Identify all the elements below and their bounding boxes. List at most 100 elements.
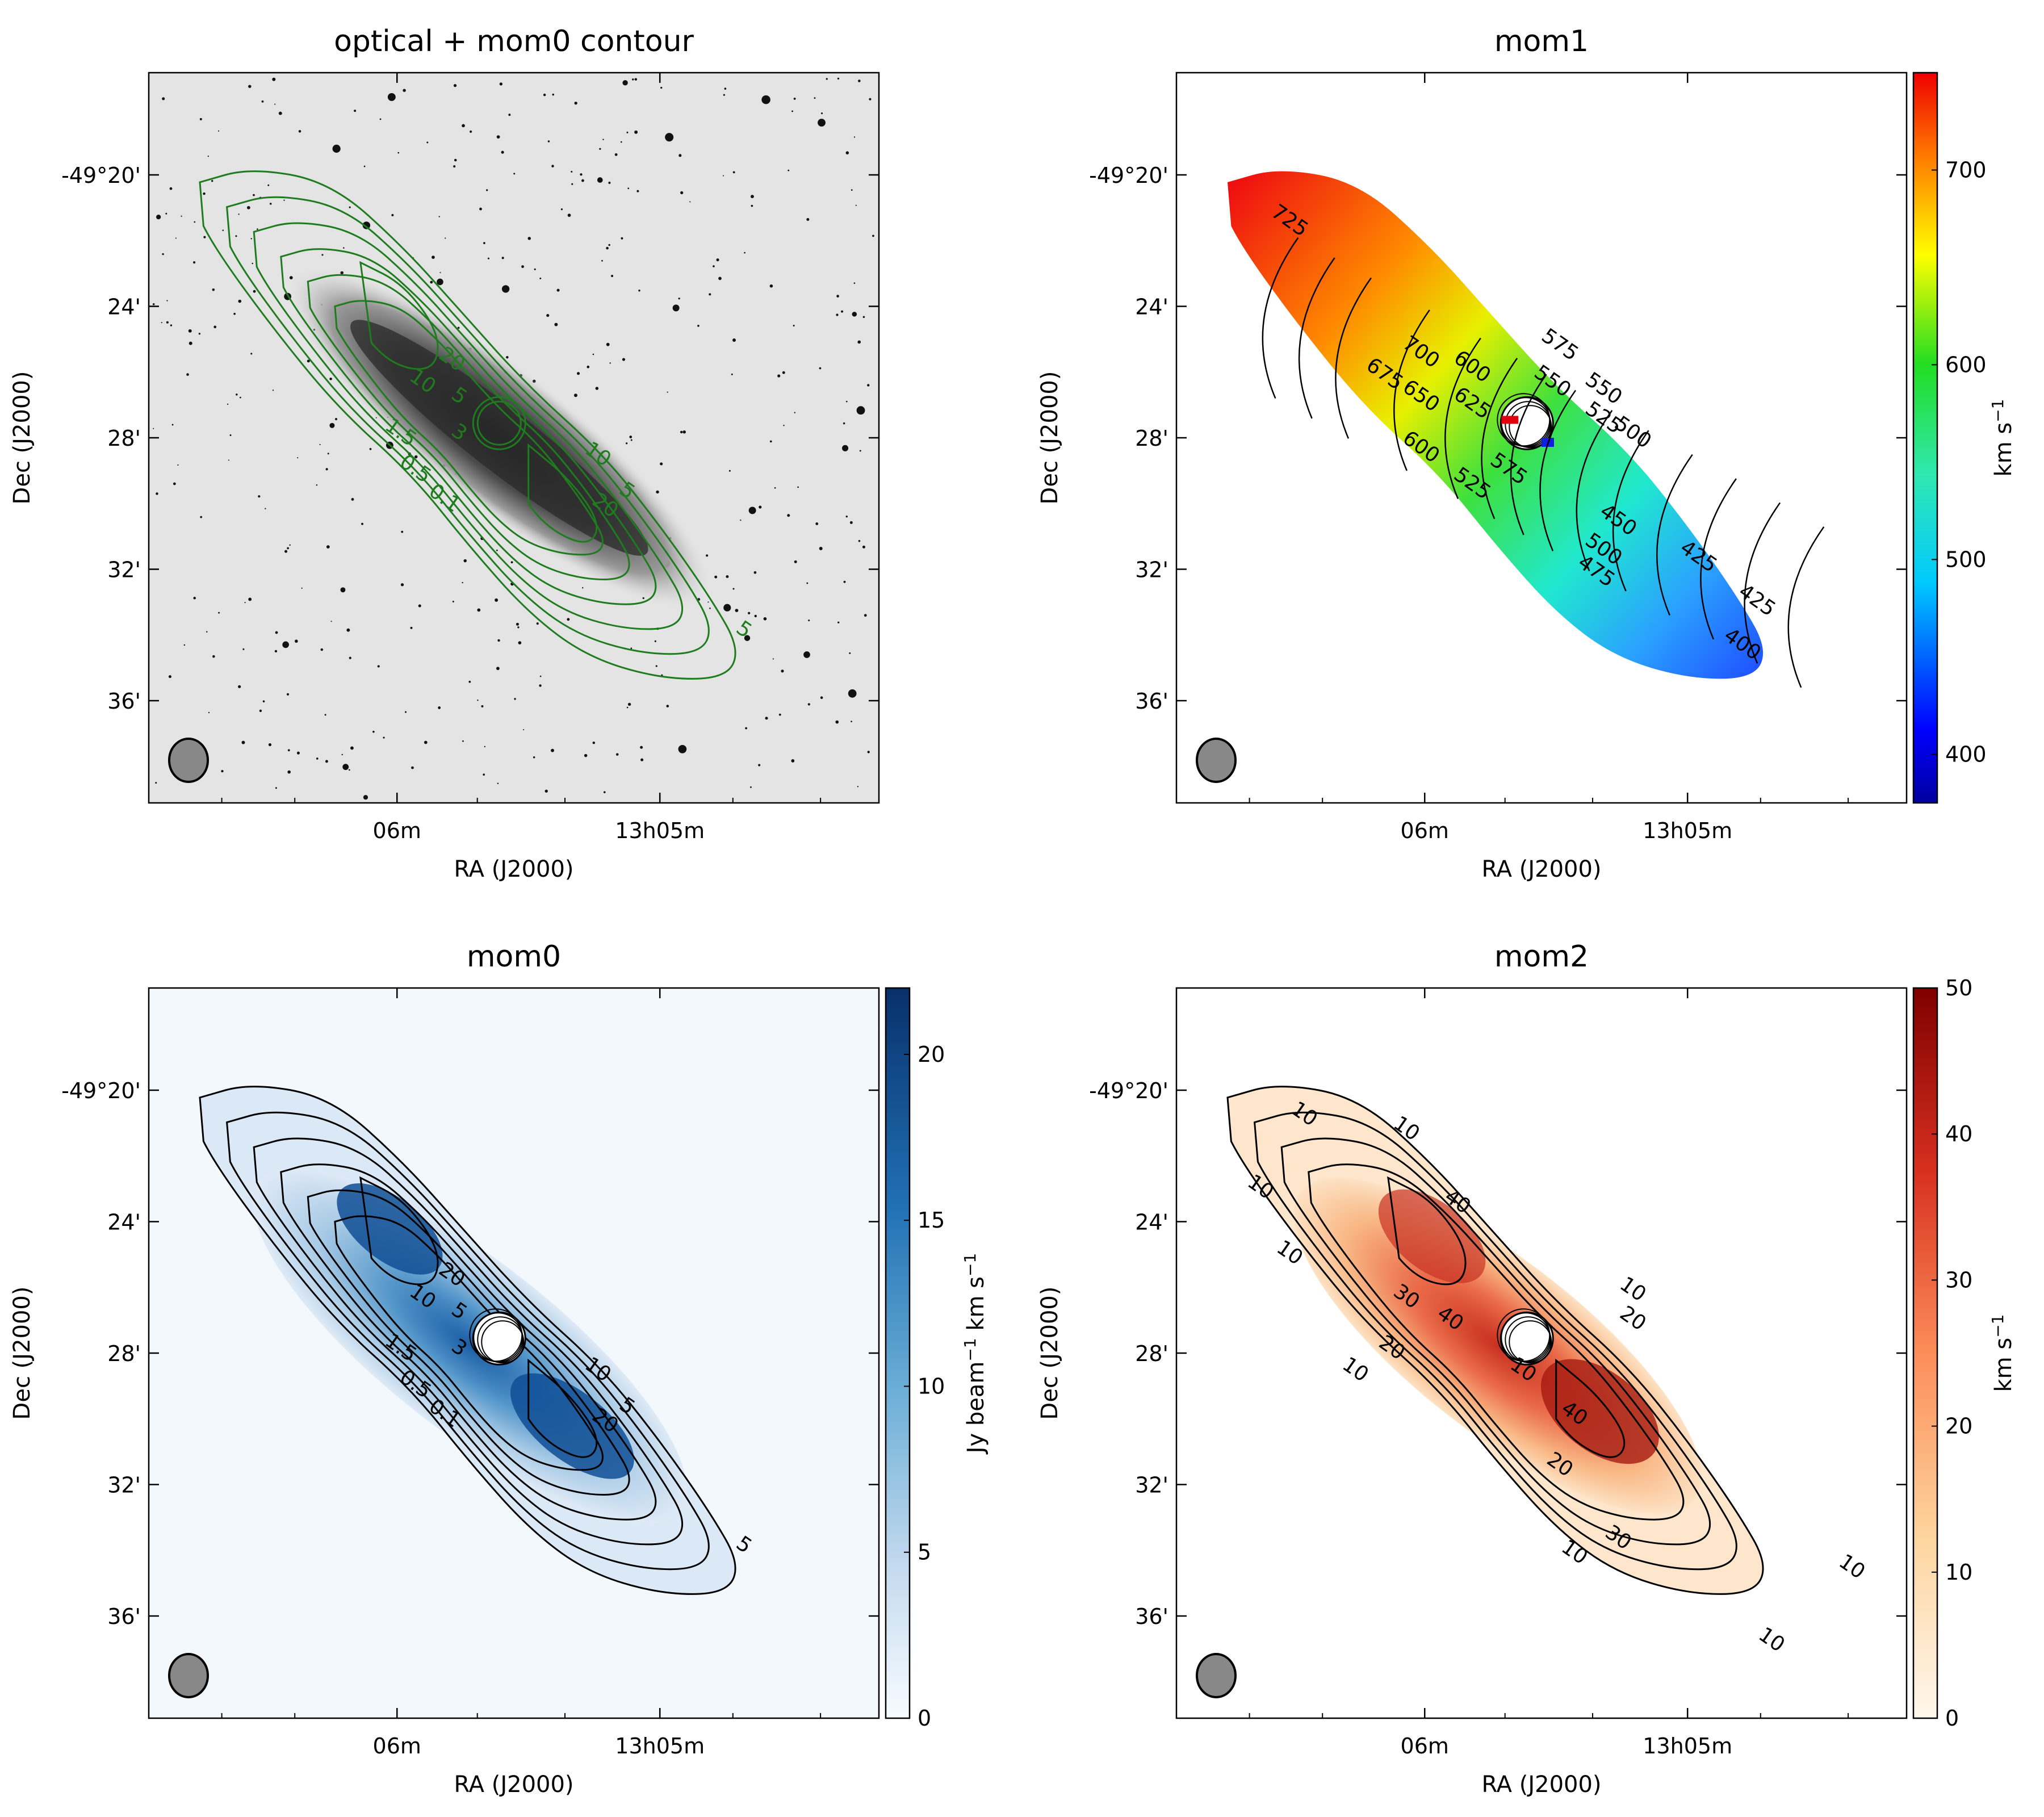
star [438,706,441,709]
star [253,290,256,293]
beam-ellipse [168,738,209,783]
star [341,753,343,756]
contour-line [307,1189,630,1496]
star [638,290,640,292]
star [761,95,770,104]
star [479,207,482,211]
colorbar-tick-label: 700 [1945,157,1987,182]
star [238,213,240,215]
colorbar-label-text: Jy beam [963,1362,989,1455]
star [707,601,709,603]
star [403,89,406,92]
contour-line [1555,1358,1626,1458]
star [601,259,603,262]
star [603,791,606,793]
star [793,97,796,100]
star [778,713,781,716]
star [199,118,202,120]
y-tick-label: -49°20' [1089,163,1168,188]
star [278,111,282,115]
y-tick-label: 24' [107,295,141,320]
star [307,359,310,363]
star [582,587,584,589]
star [556,288,560,292]
star [267,184,270,186]
star [275,787,277,789]
x-tick-label: 06m [1401,818,1449,843]
star [228,459,229,461]
star [496,549,498,551]
star [606,246,609,250]
star [606,342,610,346]
star [680,191,684,195]
nucleus-contour [476,400,522,446]
star [253,194,255,196]
y-tick-label: -49°20' [61,1078,141,1103]
star [836,295,839,298]
star [426,141,429,144]
star [845,400,848,403]
star [287,749,290,752]
star [348,769,350,771]
colorbar-label-text: km s [1991,1338,2017,1392]
contour-line [1226,1086,1764,1595]
star [533,756,535,759]
star [853,282,856,284]
contour-label: 20 [1615,1301,1650,1335]
star [774,487,776,489]
star [794,412,795,413]
star [252,262,253,265]
contour-line [334,1215,604,1471]
star [869,98,872,101]
star [769,284,773,288]
star [283,199,285,201]
colorbar-label-sup: −1 [1988,399,2007,422]
star [410,626,413,629]
star [842,445,849,451]
star [841,310,844,313]
x-axis-label: RA (J2000) [1481,856,1601,882]
y-axis-label: Dec (J2000) [1037,371,1063,505]
star [722,175,724,177]
star [706,554,709,557]
star [329,378,332,380]
star [584,753,588,757]
y-tick-label: 28' [1135,1341,1168,1366]
iso-velocity-contour [1656,454,1693,616]
iso-velocity-contour [1444,337,1481,499]
star [820,112,823,115]
star [654,640,656,642]
star [574,102,577,105]
panel-title: optical + mom0 contour [334,24,694,58]
contour-line [527,1358,598,1458]
star [424,740,428,744]
star [546,314,550,317]
star [349,206,351,208]
star [577,372,580,375]
star [855,204,857,206]
star [608,181,611,184]
star [233,312,236,315]
star [272,390,274,391]
star [193,597,196,600]
colorbar-tick-label: 0 [918,1706,931,1731]
contour-line [1254,1111,1737,1571]
velocity-field [1228,171,1764,679]
dispersion-peak [1540,1359,1659,1464]
star [714,575,718,579]
star [763,617,767,621]
iso-velocity-contour [1393,309,1430,471]
colorbar-tick-label: 20 [1945,1414,1972,1439]
star [343,247,345,249]
density-peak [510,1373,634,1479]
star [845,151,849,154]
star [793,325,795,326]
star [660,462,663,466]
star [848,689,857,698]
star [162,97,165,101]
star [655,665,657,667]
panel-title: mom2 [1494,940,1589,974]
star [554,323,558,326]
star [622,358,626,361]
